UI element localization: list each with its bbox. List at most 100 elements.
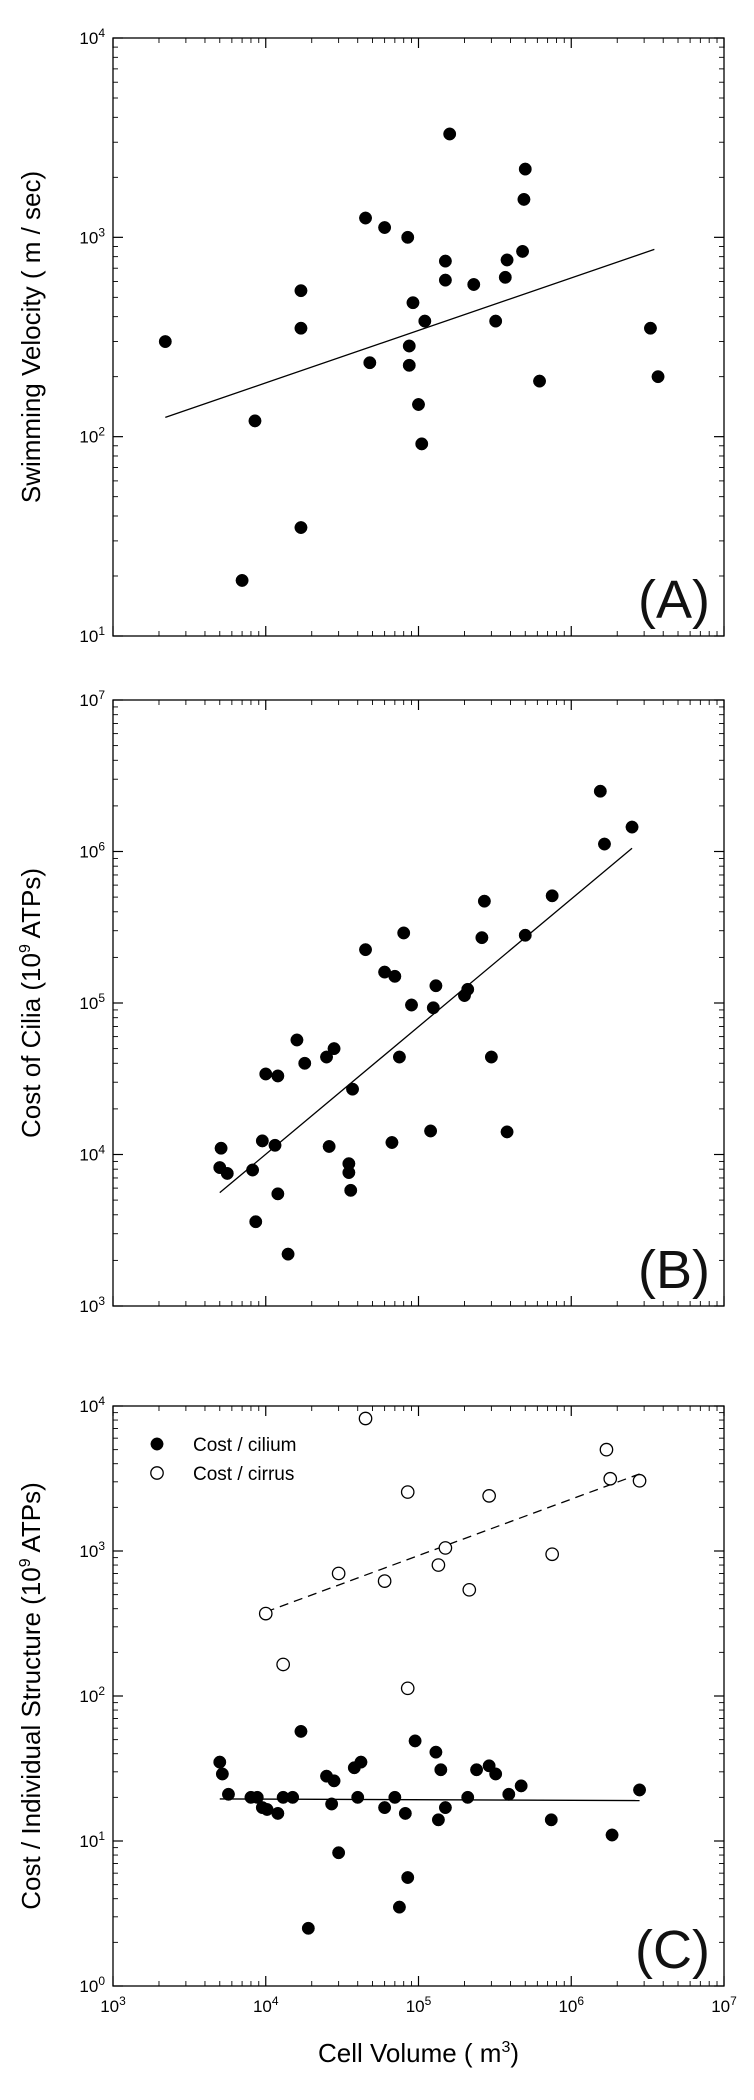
y-axis-title: Swimming Velocity ( m / sec) [16,171,46,503]
data-point [388,1790,402,1804]
y-tick-label: 104 [79,26,105,48]
data-point-open [276,1657,291,1672]
data-point [426,1001,440,1015]
data-point [412,398,425,411]
data-point [359,943,372,957]
data-point [392,1050,406,1064]
data-point [593,784,607,798]
data-point [470,1763,484,1777]
data-point [418,314,432,328]
data-point [294,284,308,298]
data-point [443,127,457,141]
data-point [359,211,372,225]
y-tick-label: 101 [79,624,105,646]
data-point-open [603,1471,618,1486]
data-point [438,254,452,268]
data-point [401,1871,415,1884]
data-point [429,1745,443,1759]
data-point [500,253,514,267]
data-point [215,1767,229,1781]
data-point [438,1801,452,1815]
data-point-open [482,1489,496,1503]
data-point [605,1828,619,1842]
data-point [220,1166,234,1180]
fit-line [219,847,633,1194]
x-tick-label: 104 [253,1994,279,2016]
x-tick-label: 106 [558,1994,584,2016]
data-point [401,230,415,244]
data-point [502,1787,516,1801]
data-point [429,979,443,993]
data-point [363,356,377,370]
data-point [424,1124,438,1138]
data-point-open [358,1411,373,1426]
data-point [516,244,530,258]
data-point [235,573,249,587]
data-point [392,1900,406,1914]
data-point [271,1806,285,1820]
data-point [644,321,657,335]
data-point [489,314,503,328]
data-point [158,335,172,349]
data-point [518,928,532,942]
panel-b: 103 104 105 106 107 Cost of Cilia (109 ATPs) (… [16,688,725,1316]
data-point [475,931,489,945]
data-point [259,1067,273,1081]
data-point [298,1056,312,1070]
data-point [378,1801,392,1815]
data-point-open [438,1541,453,1555]
fit-line-dashed [265,1473,640,1613]
plot-frame [112,37,725,637]
y-tick-label: 100 [79,1974,105,1996]
data-point [544,1813,558,1827]
data-point [518,162,532,176]
plot-frame [112,699,725,1307]
data-point [500,1125,514,1139]
data-point [346,1082,359,1096]
data-point [398,1806,412,1820]
data-point [255,1134,269,1148]
data-point-open [258,1606,273,1621]
data-point [388,969,402,983]
legend-label: Cost / cirrus [193,1464,294,1485]
data-point-open [400,1485,415,1499]
data-point [294,321,308,335]
y-tick-label: 103 [79,225,105,247]
data-point-open [545,1547,560,1562]
data-point [213,1755,227,1769]
data-point [651,370,665,384]
y-tick-label: 104 [79,1143,105,1165]
plot-frame [112,1405,725,1987]
data-point [342,1166,356,1180]
data-point [249,1215,263,1229]
x-tick-label: 103 [100,1994,126,2016]
data-point [260,1803,274,1816]
x-tick-label: 105 [406,1994,432,2016]
data-point [248,414,262,428]
panel-label: (C) [635,1920,710,1980]
data-point [301,1921,315,1935]
data-point [271,1069,285,1083]
panel-label: (B) [638,1240,710,1300]
data-point [461,1790,475,1804]
data-point [325,1797,339,1811]
data-point-open [331,1566,346,1581]
y-tick-label: 102 [79,1684,105,1706]
y-tick-label: 107 [79,688,105,710]
legend-marker [150,1437,164,1451]
data-point [545,889,559,903]
data-point [434,1763,448,1777]
y-tick-label: 105 [79,991,105,1013]
data-point [246,1163,260,1177]
data-point [467,278,481,291]
data-point [320,1050,333,1064]
data-point [397,926,411,940]
data-point [378,221,392,234]
data-point [415,437,429,451]
y-axis-title: Cost / Individual Structure (109 ATPs) [16,1482,46,1910]
y-tick-label: 106 [79,840,105,862]
panel-label: (A) [638,570,710,630]
data-point [633,1783,647,1797]
data-point-open [599,1442,614,1457]
